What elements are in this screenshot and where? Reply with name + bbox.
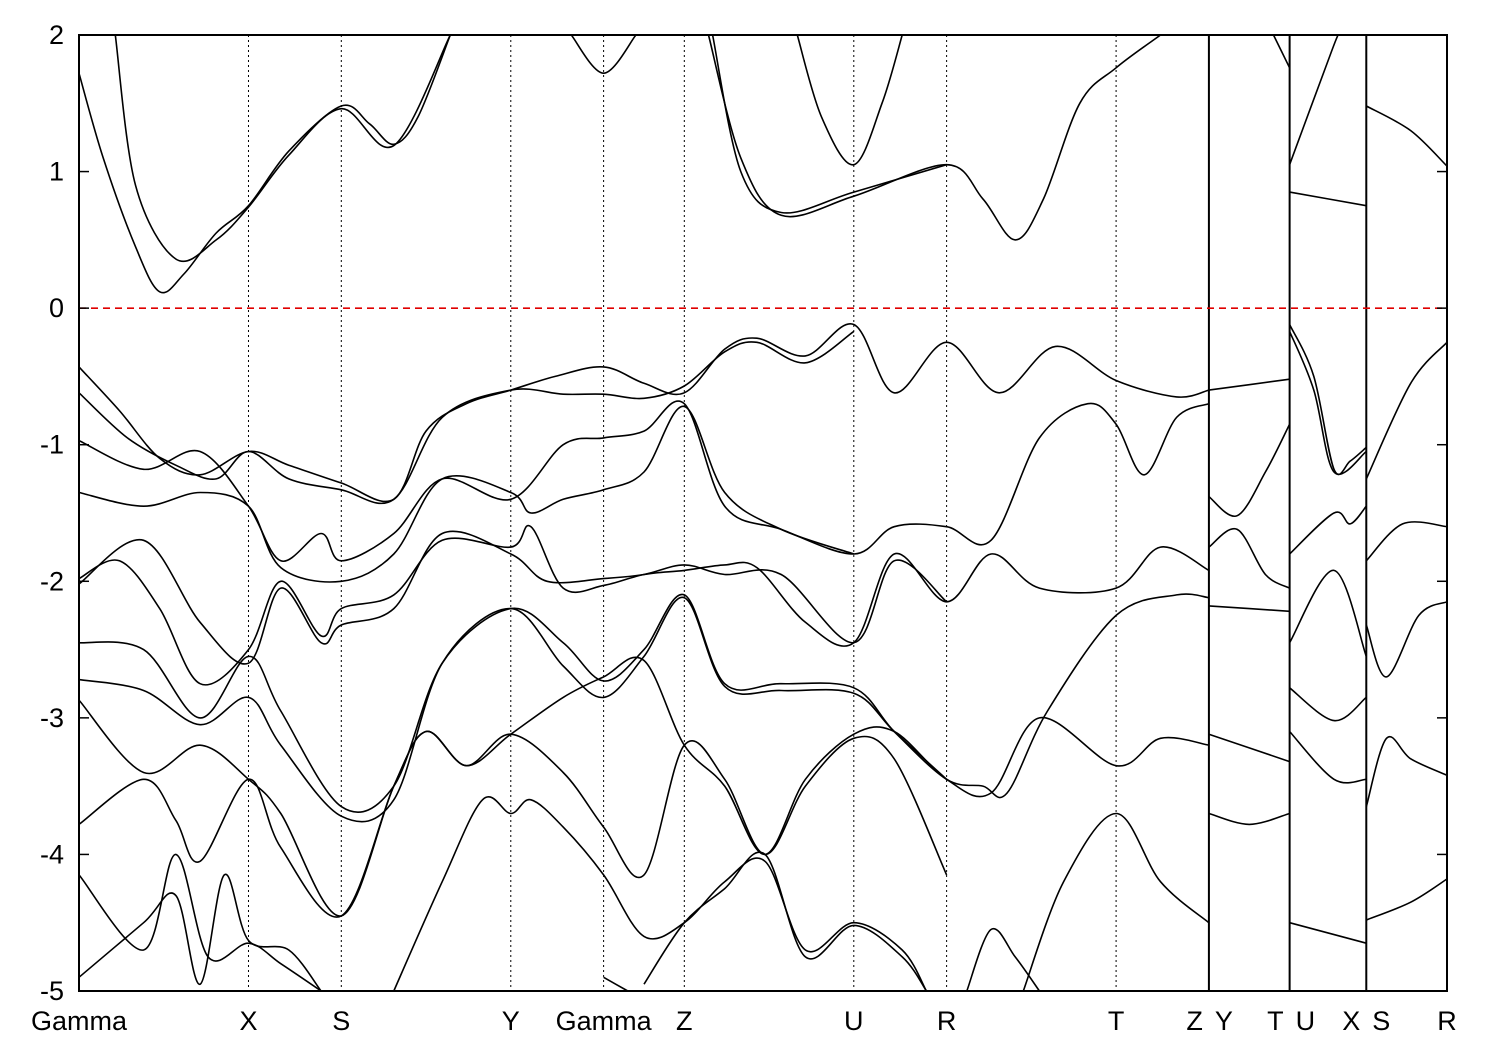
- x-tick-label: X: [239, 1006, 257, 1036]
- band-line: [78, 656, 1210, 917]
- band-line: [78, 853, 322, 992]
- band-line: [1272, 34, 1291, 69]
- band-line: [78, 593, 1210, 813]
- x-tick-label: U: [1296, 1006, 1316, 1036]
- band-line: [1289, 191, 1367, 207]
- x-tick-label: Z: [676, 1006, 693, 1036]
- band-line: [1208, 733, 1290, 763]
- band-line: [1208, 423, 1291, 517]
- x-tick-label: R: [1437, 1006, 1457, 1036]
- band-line: [711, 34, 947, 214]
- band-line: [1288, 34, 1339, 165]
- y-tick-label: -2: [40, 566, 64, 596]
- x-tick-label: Gamma: [31, 1006, 128, 1036]
- band-line: [1365, 878, 1448, 921]
- band-line: [1289, 687, 1367, 722]
- x-tick-label: Gamma: [556, 1006, 653, 1036]
- band-line: [796, 34, 903, 166]
- band-line: [114, 34, 452, 262]
- band-line: [78, 524, 1210, 686]
- y-axis-ticks: 2 1 0 -1 -2 -3 -4 -5: [40, 20, 1447, 1006]
- band-line: [1289, 921, 1367, 944]
- y-tick-label: 0: [49, 293, 64, 323]
- band-line: [1208, 812, 1290, 826]
- band-line: [1289, 730, 1367, 784]
- band-line: [1365, 341, 1448, 480]
- y-tick-label: 1: [49, 157, 64, 187]
- band-line: [1288, 324, 1367, 476]
- band-line: [1288, 569, 1368, 657]
- band-line: [78, 596, 948, 823]
- x-tick-label: X: [1342, 1006, 1360, 1036]
- band-line: [1289, 505, 1367, 555]
- x-tick-label: Y: [1215, 1006, 1233, 1036]
- band-line: [966, 927, 1041, 992]
- band-line: [1365, 601, 1448, 678]
- band-line: [78, 730, 948, 918]
- band-line: [1365, 735, 1448, 807]
- band-line: [1208, 527, 1290, 589]
- band-line: [643, 851, 928, 992]
- band-line: [78, 405, 855, 583]
- x-tick-label: U: [844, 1006, 864, 1036]
- x-tick-label: S: [332, 1006, 350, 1036]
- band-line: [78, 34, 452, 294]
- y-tick-label: -3: [40, 703, 64, 733]
- x-tick-label: Z: [1186, 1006, 1203, 1036]
- band-line: [1022, 812, 1210, 992]
- band-line: [570, 34, 637, 75]
- band-line: [78, 400, 1210, 562]
- band-line: [78, 873, 322, 992]
- band-line: [393, 796, 928, 992]
- x-tick-label: S: [1372, 1006, 1390, 1036]
- y-tick-label: -4: [40, 839, 64, 869]
- band-lines: [78, 34, 1448, 992]
- x-tick-label: T: [1108, 1006, 1125, 1036]
- y-tick-label: -5: [40, 976, 64, 1006]
- x-tick-label: T: [1267, 1006, 1284, 1036]
- band-line: [707, 34, 1161, 241]
- band-line: [78, 530, 948, 665]
- band-line: [1208, 378, 1290, 391]
- band-line: [1208, 605, 1290, 613]
- y-tick-label: 2: [49, 20, 64, 50]
- band-line: [1288, 331, 1367, 476]
- y-tick-label: -1: [40, 430, 64, 460]
- x-tick-label: R: [937, 1006, 957, 1036]
- band-line: [603, 976, 629, 992]
- high-symmetry-lines: [247, 35, 1368, 991]
- band-line: [78, 323, 1210, 503]
- x-axis-labels: Gamma X S Y Gamma Z U R T Z Y T U X S R: [31, 1006, 1457, 1036]
- band-line: [1365, 105, 1448, 167]
- band-line: [78, 330, 855, 505]
- band-line: [1365, 521, 1448, 562]
- x-tick-label: Y: [502, 1006, 520, 1036]
- plot-frame: [78, 34, 1448, 992]
